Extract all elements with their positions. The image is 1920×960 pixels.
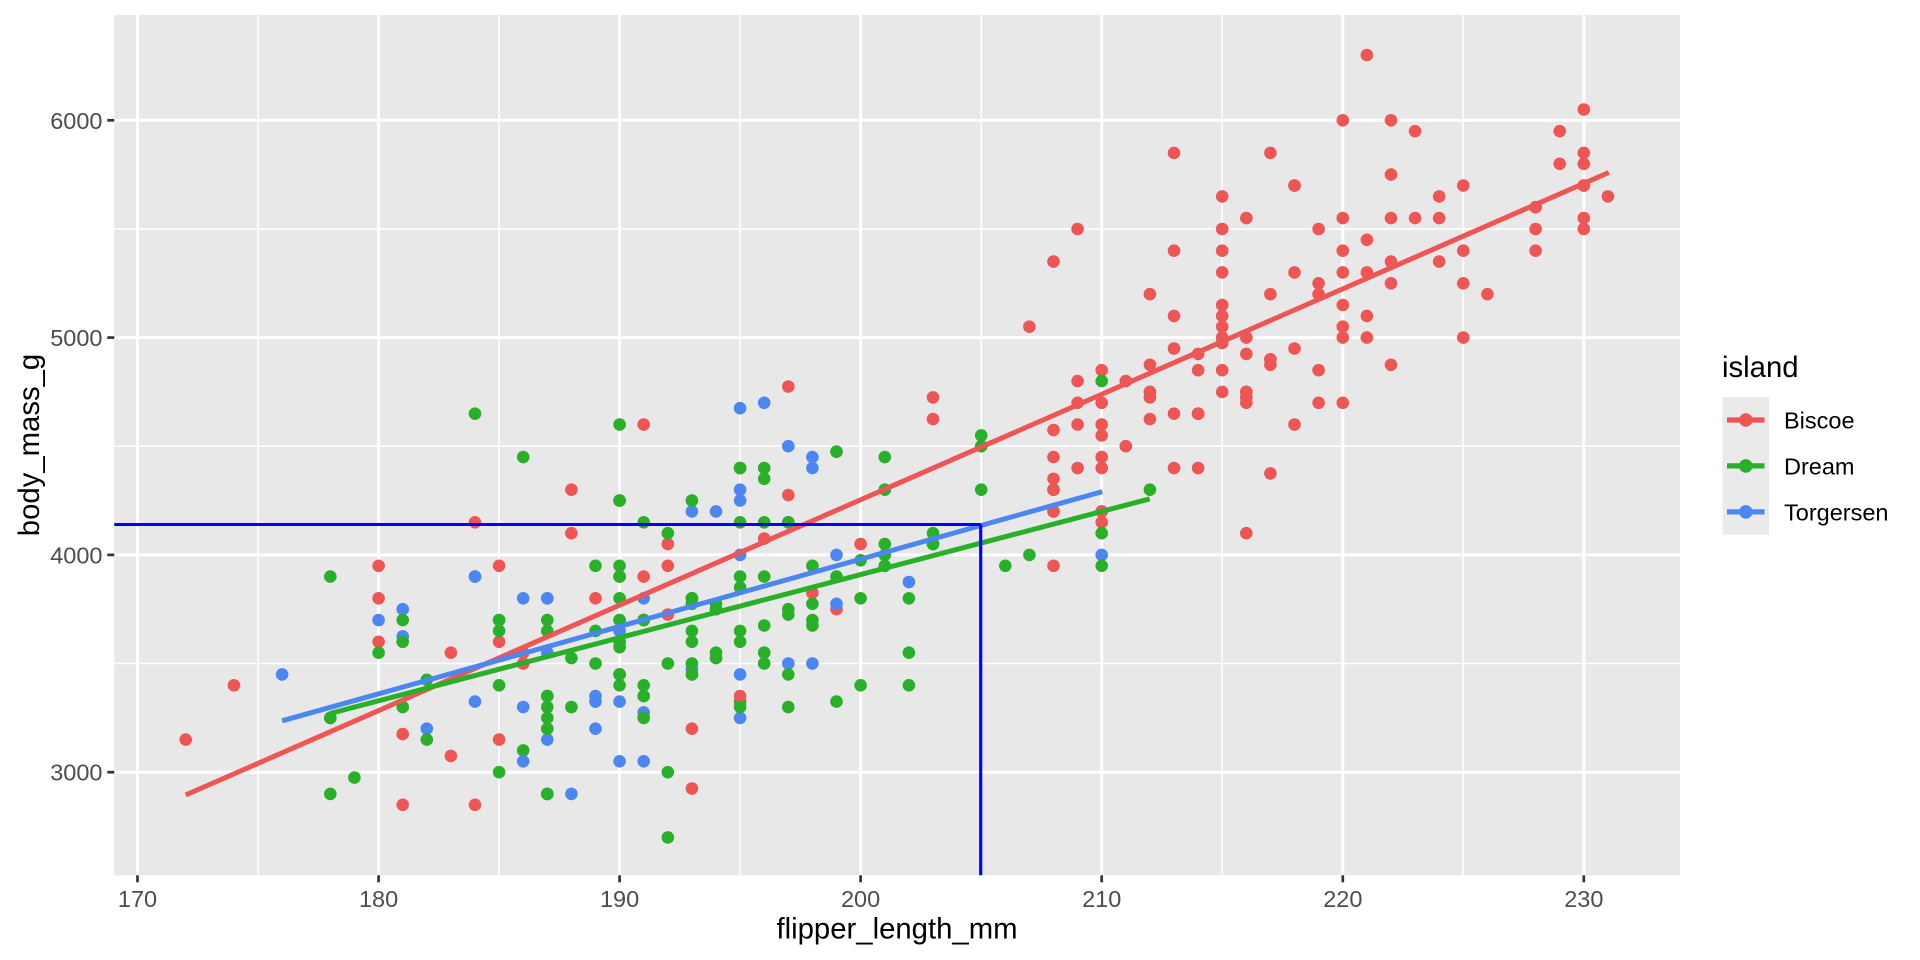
svg-text:230: 230 — [1564, 886, 1603, 912]
svg-text:island: island — [1722, 351, 1799, 384]
svg-text:170: 170 — [118, 886, 157, 912]
svg-text:3000: 3000 — [50, 760, 102, 786]
svg-text:Dream: Dream — [1784, 453, 1855, 479]
svg-text:4000: 4000 — [50, 542, 102, 568]
svg-text:190: 190 — [600, 886, 639, 912]
svg-text:180: 180 — [359, 886, 398, 912]
svg-text:body_mass_g: body_mass_g — [13, 354, 46, 536]
svg-text:200: 200 — [841, 886, 880, 912]
svg-text:flipper_length_mm: flipper_length_mm — [776, 913, 1017, 946]
svg-text:Torgersen: Torgersen — [1784, 499, 1889, 525]
svg-text:Biscoe: Biscoe — [1784, 408, 1855, 434]
svg-text:210: 210 — [1082, 886, 1121, 912]
svg-text:6000: 6000 — [50, 108, 102, 134]
svg-text:220: 220 — [1323, 886, 1362, 912]
svg-text:5000: 5000 — [50, 325, 102, 351]
